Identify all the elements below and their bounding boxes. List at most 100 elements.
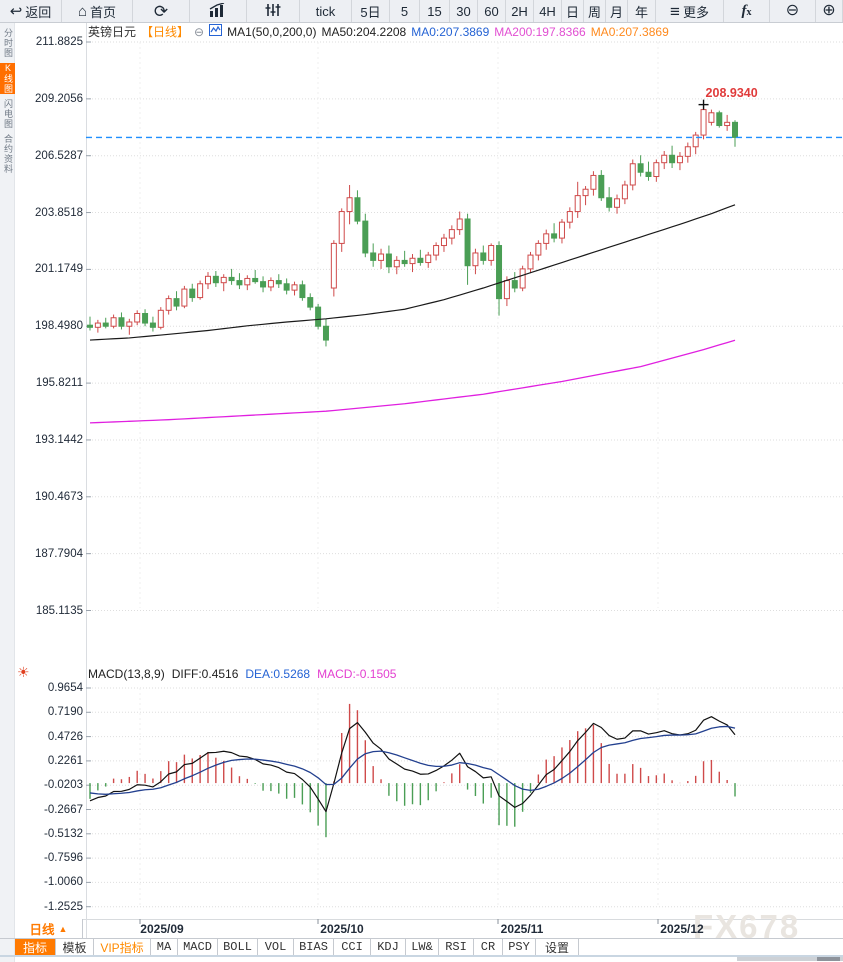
- tab-MACD[interactable]: MACD: [178, 939, 218, 955]
- refresh-icon: ⟳: [153, 1, 169, 21]
- period-dropdown-button[interactable]: 日线 ▲: [15, 919, 83, 938]
- interval-2h-button-label: 2H: [511, 3, 528, 19]
- tab-CR[interactable]: CR: [474, 939, 503, 955]
- y-tick-macd: -0.5132: [43, 827, 83, 840]
- tab-指标[interactable]: 指标: [15, 939, 56, 955]
- y-tick-main: 185.1135: [35, 604, 83, 617]
- interval-5d-button[interactable]: 5日: [352, 0, 390, 22]
- interval-day-button[interactable]: 日: [562, 0, 584, 22]
- sidebar-item-1[interactable]: K线图: [0, 63, 15, 94]
- interval-15-button-label: 15: [427, 3, 442, 19]
- interval-day-button-label: 日: [565, 4, 579, 20]
- y-tick-main: 211.8825: [35, 36, 83, 48]
- candlestick-button[interactable]: [247, 0, 300, 22]
- interval-year-button-label: 年: [634, 4, 648, 20]
- ma0-blue-value: MA0:207.3869: [411, 24, 490, 39]
- period-label: 【日线】: [141, 25, 190, 39]
- horizontal-scrollbar: [737, 957, 843, 961]
- sidebar: 分时图 K线图闪电图合约资料: [0, 23, 15, 962]
- interval-4h-button-label: 4H: [539, 3, 556, 19]
- zoom-out-button[interactable]: ⊖: [770, 0, 816, 22]
- refresh-button[interactable]: ⟳: [133, 0, 190, 22]
- macd-header: MACD(13,8,9) DIFF:0.4516 DEA:0.5268 MACD…: [88, 667, 396, 681]
- period-dropdown-label: 日线: [29, 923, 55, 937]
- chart-header: 英镑日元 【日线】 ⊖ MA1(50,0,200,0) MA50:204.220…: [88, 24, 669, 39]
- macd-params-label: MACD(13,8,9): [88, 667, 165, 681]
- tab-CCI[interactable]: CCI: [334, 939, 371, 955]
- home-icon: ⌂: [77, 2, 88, 20]
- interval-month-button[interactable]: 月: [606, 0, 628, 22]
- y-tick-macd: 0.9654: [47, 682, 83, 694]
- triangle-up-icon: ▲: [58, 923, 68, 934]
- x-axis-label: 2025/12: [660, 922, 704, 936]
- y-tick-main: 201.1749: [35, 263, 83, 276]
- tab-LW&[interactable]: LW&: [406, 939, 439, 955]
- macd-bar-value: MACD:-0.1505: [317, 667, 397, 681]
- interval-tick-button-label: tick: [315, 3, 336, 19]
- bar-chart-icon: [209, 1, 227, 20]
- interval-tick-button[interactable]: tick: [300, 0, 352, 22]
- collapse-icon[interactable]: ⊖: [194, 24, 205, 39]
- y-tick-macd: -1.0060: [43, 876, 83, 889]
- candlestick-icon: [265, 3, 281, 20]
- interval-60-button[interactable]: 60: [478, 0, 506, 22]
- tab-KDJ[interactable]: KDJ: [371, 939, 406, 955]
- x-axis-strip-border: [15, 919, 843, 920]
- ma0-orange-value: MA0:207.3869: [590, 24, 669, 39]
- ma200-value: MA200:197.8366: [494, 24, 586, 39]
- ma50-value: MA50:204.2208: [321, 24, 407, 39]
- tab-VIP指标[interactable]: VIP指标: [94, 939, 151, 955]
- interval-5-button-label: 5: [400, 3, 409, 19]
- x-axis-label: 2025/11: [500, 922, 544, 936]
- sidebar-item-3[interactable]: 合约资料: [3, 134, 13, 174]
- zoom-out-icon: ⊖: [785, 2, 800, 19]
- y-tick-macd: -0.0203: [43, 779, 83, 792]
- y-tick-macd: -0.7596: [43, 852, 83, 865]
- y-tick-main: 190.4673: [35, 490, 83, 503]
- y-axis-divider: [86, 23, 87, 957]
- tab-MA[interactable]: MA: [151, 939, 178, 955]
- tab-PSY[interactable]: PSY: [503, 939, 536, 955]
- indicator-tabbar: 指标 模板 VIP指标 MA MACD BOLL VOL BIAS CCI KDJ LW& RSI CR…: [0, 938, 843, 957]
- ma-params-label: MA1(50,0,200,0): [227, 24, 317, 39]
- back-button-label: 返回: [25, 4, 52, 20]
- interval-30-button-label: 30: [456, 3, 471, 19]
- y-tick-main: 206.5287: [35, 149, 83, 162]
- tab-RSI[interactable]: RSI: [439, 939, 474, 955]
- interval-30-button[interactable]: 30: [450, 0, 478, 22]
- home-button-label: 首页: [90, 4, 117, 20]
- tabbar-lead-spacer: [0, 939, 15, 955]
- sidebar-item-0[interactable]: 分时图: [3, 28, 13, 58]
- y-tick-macd: -1.2525: [43, 900, 83, 913]
- interval-60-button-label: 60: [484, 3, 499, 19]
- macd-diff-value: DIFF:0.4516: [171, 667, 239, 681]
- interval-4h-button[interactable]: 4H: [534, 0, 562, 22]
- bar-chart-button[interactable]: [190, 0, 247, 22]
- back-button[interactable]: ↩ 返回: [0, 0, 62, 22]
- interval-5d-button-label: 5日: [360, 4, 381, 20]
- y-tick-main: 187.7904: [35, 547, 83, 560]
- interval-year-button[interactable]: 年: [628, 0, 656, 22]
- interval-2h-button[interactable]: 2H: [506, 0, 534, 22]
- sun-icon[interactable]: ☀: [17, 664, 30, 680]
- interval-week-button[interactable]: 周: [584, 0, 606, 22]
- chart-type-icon[interactable]: [209, 24, 223, 39]
- tab-BOLL[interactable]: BOLL: [218, 939, 258, 955]
- interval-15-button[interactable]: 15: [420, 0, 450, 22]
- home-button[interactable]: ⌂ 首页: [62, 0, 133, 22]
- y-tick-macd: 0.2261: [47, 754, 83, 767]
- scrollbar-thumb[interactable]: [817, 957, 840, 961]
- tab-模板[interactable]: 模板: [56, 939, 94, 955]
- tab-VOL[interactable]: VOL: [258, 939, 294, 955]
- tab-设置[interactable]: 设置: [536, 939, 579, 955]
- interval-5-button[interactable]: 5: [390, 0, 420, 22]
- sidebar-item-2[interactable]: 闪电图: [3, 99, 13, 129]
- more-button[interactable]: ≡ 更多: [656, 0, 724, 22]
- tab-BIAS[interactable]: BIAS: [294, 939, 334, 955]
- more-button-label: 更多: [682, 4, 709, 20]
- interval-month-button-label: 月: [609, 4, 623, 20]
